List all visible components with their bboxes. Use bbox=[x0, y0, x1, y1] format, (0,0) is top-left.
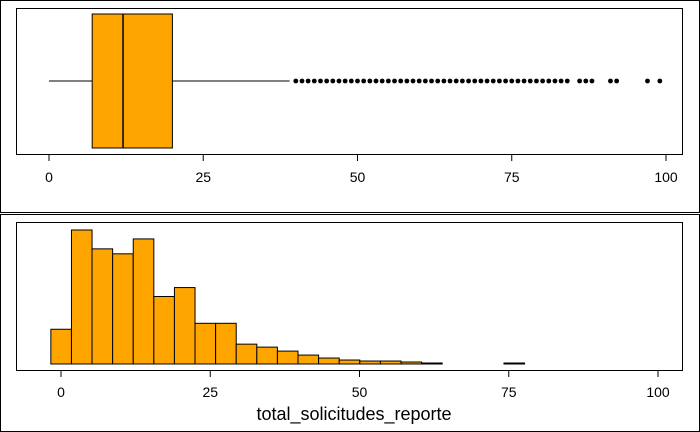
boxplot-outlier-point bbox=[614, 78, 620, 84]
boxplot-outlier-point bbox=[589, 78, 595, 84]
boxplot-outlier-point bbox=[373, 78, 379, 84]
histogram-bar bbox=[421, 362, 443, 365]
boxplot-x-tick-label: 0 bbox=[45, 169, 53, 185]
boxplot-outlier-point bbox=[293, 78, 299, 84]
boxplot-outlier-point bbox=[515, 78, 521, 84]
boxplot-outliers bbox=[293, 78, 663, 84]
boxplot-x-tick-label: 75 bbox=[504, 169, 520, 185]
boxplot-outlier-point bbox=[410, 78, 416, 84]
histogram-x-axis: 0 25 50 75 100 bbox=[57, 371, 670, 400]
boxplot-outlier-point bbox=[299, 78, 305, 84]
boxplot-outlier-point bbox=[348, 78, 354, 84]
boxplot-outlier-point bbox=[645, 78, 650, 84]
boxplot-x-axis: 0 25 50 75 100 bbox=[45, 155, 678, 185]
histogram-bar bbox=[359, 360, 381, 365]
histogram-bars bbox=[50, 229, 526, 365]
histogram-bar bbox=[276, 350, 299, 365]
histogram-bar bbox=[70, 229, 93, 365]
boxplot-outlier-point bbox=[330, 78, 336, 84]
histogram-bar bbox=[132, 238, 155, 365]
boxplot-outlier-point bbox=[398, 78, 404, 84]
boxplot-plot-area bbox=[16, 8, 683, 155]
boxplot-outlier-point bbox=[546, 78, 552, 84]
boxplot-outlier-point bbox=[608, 78, 613, 84]
histogram-bar bbox=[256, 346, 278, 365]
boxplot-outlier-point bbox=[564, 78, 570, 84]
histogram-x-tick-label: 50 bbox=[352, 384, 368, 400]
histogram-bar bbox=[503, 362, 526, 365]
histogram-bar bbox=[112, 253, 134, 365]
histogram-bar bbox=[50, 328, 72, 365]
histogram-x-tick-label: 75 bbox=[501, 384, 517, 400]
histogram-bar bbox=[338, 359, 361, 365]
histogram-x-tick-label: 0 bbox=[57, 384, 65, 400]
boxplot-outlier-point bbox=[429, 78, 434, 84]
boxplot-box bbox=[91, 13, 173, 149]
boxplot-outlier-point bbox=[497, 78, 502, 84]
boxplot-outlier-point bbox=[472, 78, 478, 84]
histogram-bar bbox=[318, 357, 340, 365]
boxplot-outlier-point bbox=[552, 78, 558, 84]
boxplot-outlier-point bbox=[478, 78, 484, 84]
boxplot-outlier-point bbox=[435, 78, 441, 84]
boxplot-outlier-point bbox=[404, 78, 410, 84]
boxplot-outlier-point bbox=[361, 78, 367, 84]
boxplot-x-tick-label: 50 bbox=[350, 169, 366, 185]
histogram-bar bbox=[235, 343, 258, 365]
histogram-chart: 0 25 50 75 100 total_solicitudes_reporte bbox=[16, 222, 683, 425]
boxplot-outlier-point bbox=[527, 78, 533, 84]
histogram-bar bbox=[194, 322, 217, 365]
histogram-bar bbox=[153, 296, 175, 365]
boxplot-x-tick-label: 25 bbox=[195, 169, 211, 185]
histogram-plot-area bbox=[16, 222, 683, 371]
boxplot-outlier-point bbox=[311, 78, 317, 84]
boxplot-outlier-point bbox=[416, 78, 422, 84]
histogram-bar bbox=[379, 360, 402, 365]
histogram-x-tick-label: 25 bbox=[202, 384, 218, 400]
histogram-bar bbox=[173, 287, 196, 365]
boxplot-outlier-point bbox=[379, 78, 385, 84]
boxplot-chart: 0 25 50 75 100 bbox=[16, 8, 683, 185]
boxplot-outlier-point bbox=[503, 78, 508, 84]
boxplot-outlier-point bbox=[583, 78, 589, 84]
histogram-bar bbox=[400, 361, 423, 365]
boxplot-outlier-point bbox=[453, 78, 459, 84]
boxplot-outlier-point bbox=[422, 78, 428, 84]
boxplot-outlier-point bbox=[466, 78, 471, 84]
boxplot-outlier-point bbox=[558, 78, 564, 84]
boxplot-outlier-point bbox=[459, 78, 465, 84]
boxplot-outlier-point bbox=[392, 78, 397, 84]
histogram-x-tick-label: 100 bbox=[646, 384, 670, 400]
boxplot-outlier-point bbox=[657, 78, 663, 84]
boxplot-outlier-point bbox=[509, 78, 515, 84]
boxplot-outlier-point bbox=[318, 78, 323, 84]
boxplot-outlier-point bbox=[336, 78, 342, 84]
boxplot-outlier-point bbox=[355, 78, 360, 84]
boxplot-x-tick-label: 100 bbox=[654, 169, 678, 185]
boxplot-outlier-point bbox=[441, 78, 447, 84]
histogram-bar bbox=[91, 248, 114, 365]
boxplot-outlier-point bbox=[447, 78, 453, 84]
boxplot-outlier-point bbox=[521, 78, 527, 84]
boxplot-outlier-point bbox=[534, 78, 539, 84]
boxplot-outlier-point bbox=[324, 78, 330, 84]
histogram-bar bbox=[215, 322, 237, 365]
histogram-x-axis-title: total_solicitudes_reporte bbox=[256, 404, 451, 425]
boxplot-outlier-point bbox=[367, 78, 373, 84]
histogram-bar bbox=[297, 354, 320, 365]
boxplot-outlier-point bbox=[385, 78, 391, 84]
boxplot-outlier-point bbox=[577, 78, 583, 84]
boxplot-outlier-point bbox=[490, 78, 496, 84]
boxplot-outlier-point bbox=[342, 78, 348, 84]
boxplot-outlier-point bbox=[540, 78, 545, 84]
boxplot-outlier-point bbox=[484, 78, 490, 84]
boxplot-outlier-point bbox=[305, 78, 311, 84]
